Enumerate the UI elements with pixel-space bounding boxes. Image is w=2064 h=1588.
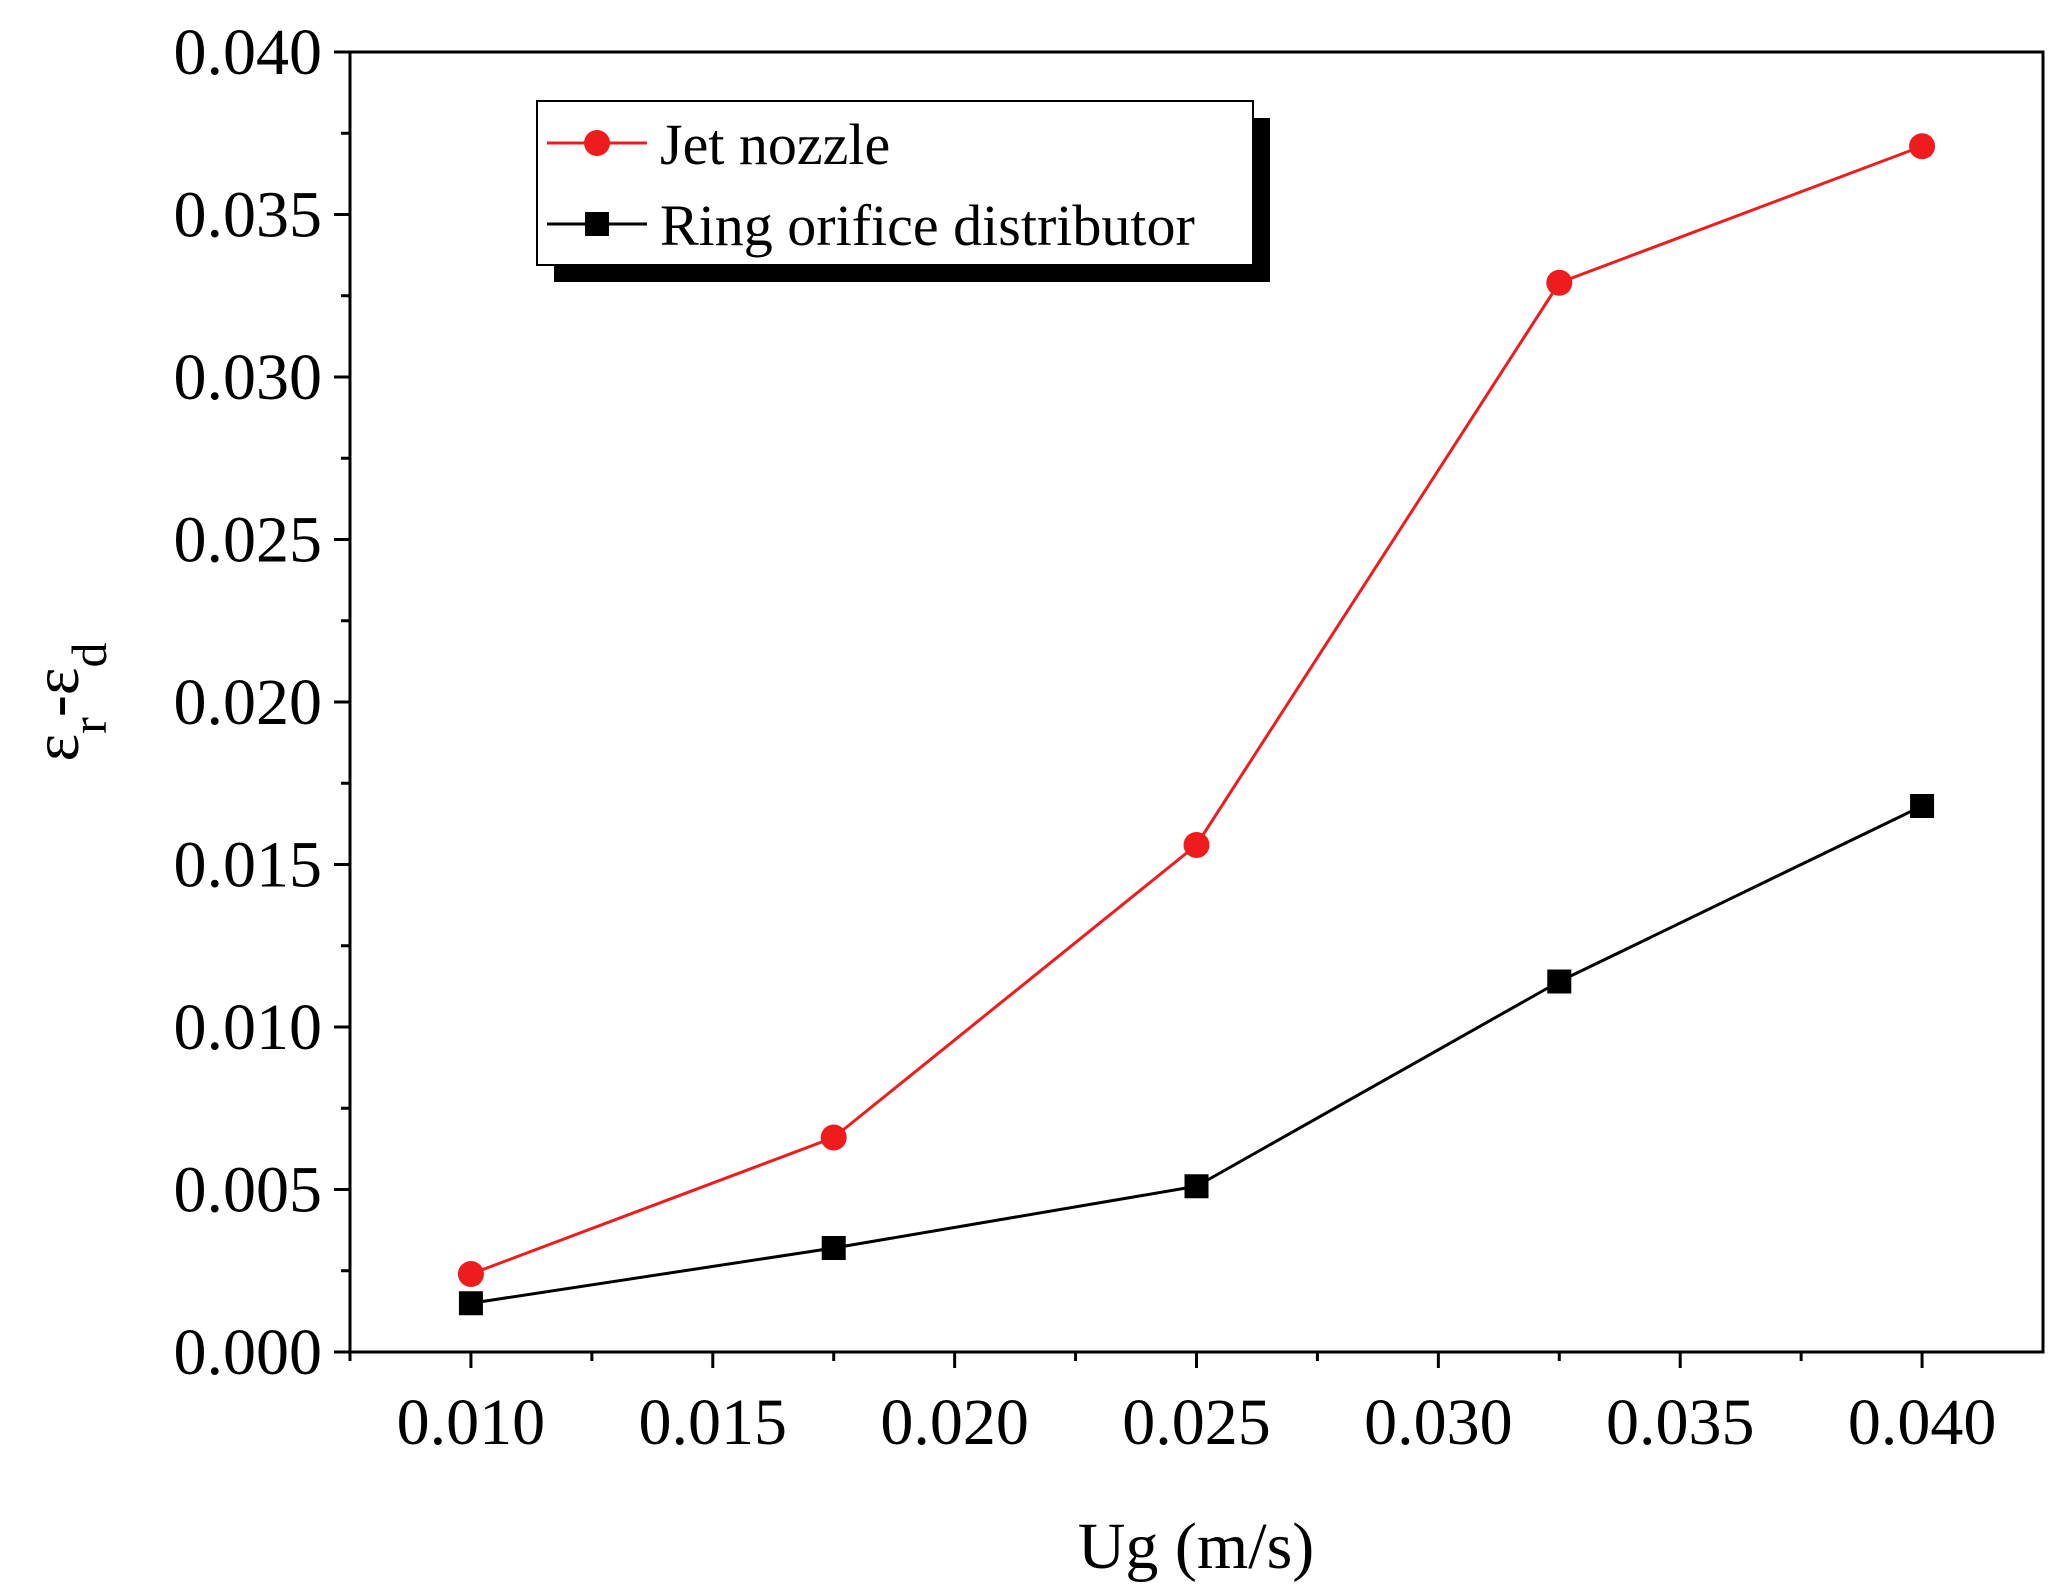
y-tick-label: 0.035 bbox=[174, 179, 323, 252]
legend-label-ring-orifice: Ring orifice distributor bbox=[660, 193, 1195, 258]
x-tick-label: 0.020 bbox=[880, 1386, 1029, 1459]
x-axis-ticks: 0.010 0.015 0.020 0.025 0.030 0.035 0.040 bbox=[348, 1352, 1997, 1459]
x-tick-label: 0.015 bbox=[639, 1386, 788, 1459]
y-axis-title: εr-εd bbox=[20, 642, 117, 761]
legend-marker-jet-nozzle bbox=[584, 130, 610, 156]
y-tick-label: 0.005 bbox=[174, 1154, 323, 1227]
data-point bbox=[821, 1236, 846, 1260]
y-axis-title-sub1: r bbox=[61, 717, 117, 734]
series-line-1 bbox=[470, 804, 1923, 1305]
data-point bbox=[458, 1291, 483, 1316]
y-tick-label: 0.010 bbox=[174, 991, 323, 1064]
y-tick-label: 0.025 bbox=[174, 504, 323, 577]
x-tick-label: 0.035 bbox=[1606, 1386, 1755, 1459]
x-tick-label: 0.025 bbox=[1122, 1386, 1271, 1459]
data-point bbox=[1184, 1174, 1209, 1199]
y-tick-label: 0.040 bbox=[174, 16, 323, 89]
y-tick-label: 0.030 bbox=[174, 341, 323, 414]
data-point bbox=[820, 1124, 847, 1151]
legend-label-jet-nozzle: Jet nozzle bbox=[660, 112, 890, 177]
data-point bbox=[457, 1261, 484, 1287]
data-point bbox=[1546, 269, 1573, 296]
y-tick-label: 0.020 bbox=[174, 666, 323, 739]
legend: Jet nozzle Ring orifice distributor bbox=[536, 100, 1270, 282]
data-point bbox=[1909, 133, 1936, 160]
legend-box bbox=[536, 100, 1254, 266]
y-axis-ticks: 0.000 0.005 0.010 0.015 0.020 0.025 0.030 0.035… bbox=[174, 16, 350, 1389]
x-axis-title: Ug (m/s) bbox=[1078, 1510, 1314, 1583]
data-point bbox=[1547, 969, 1572, 994]
y-axis-title-base: ε bbox=[20, 734, 93, 762]
y-axis-title-sub2: d bbox=[61, 642, 117, 667]
legend-marker-ring-orifice bbox=[585, 212, 609, 236]
data-point bbox=[1910, 794, 1935, 818]
series-line-0 bbox=[470, 144, 1923, 1276]
y-tick-label: 0.000 bbox=[174, 1316, 323, 1389]
x-tick-label: 0.010 bbox=[397, 1386, 546, 1459]
series-layer bbox=[457, 133, 1936, 1316]
y-tick-label: 0.015 bbox=[174, 829, 323, 902]
x-tick-label: 0.040 bbox=[1848, 1386, 1997, 1459]
data-point bbox=[1183, 832, 1210, 858]
y-axis-title-sep: -ε bbox=[20, 667, 93, 717]
x-tick-label: 0.030 bbox=[1364, 1386, 1513, 1459]
